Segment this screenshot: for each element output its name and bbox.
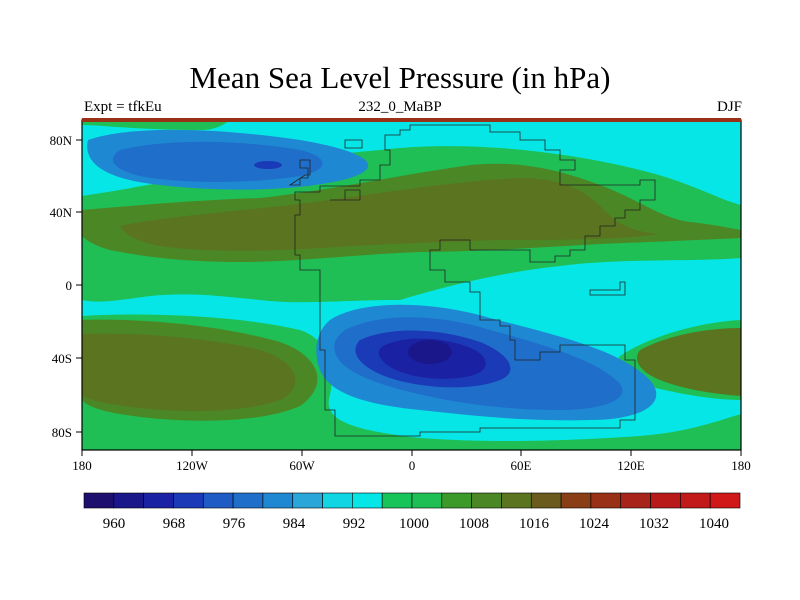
colorbar-label: 992 bbox=[343, 516, 366, 532]
colorbar-label: 984 bbox=[283, 516, 306, 532]
colorbar-swatch bbox=[590, 492, 622, 509]
colorbar-label: 1040 bbox=[699, 516, 729, 532]
experiment-label: Expt = tfkEu bbox=[84, 99, 162, 115]
colorbar-swatch bbox=[650, 492, 681, 509]
colorbar-swatch bbox=[113, 492, 144, 509]
x-tick-labels: 180 120W 60W 0 60E 120E 180 bbox=[72, 458, 751, 473]
colorbar-label: 960 bbox=[103, 516, 126, 532]
y-tick-label: 80S bbox=[52, 425, 72, 440]
colorbar-swatch bbox=[173, 492, 204, 509]
colorbar-label: 1024 bbox=[579, 516, 610, 532]
colorbar-swatch bbox=[143, 492, 174, 509]
season-label: DJF bbox=[716, 99, 742, 115]
colorbar-label: 968 bbox=[163, 516, 186, 532]
colorbar-swatch bbox=[411, 492, 443, 509]
x-tick-label: 60W bbox=[289, 458, 315, 473]
x-tick-label: 180 bbox=[72, 458, 92, 473]
colorbar-swatch bbox=[202, 492, 234, 509]
colorbar-swatch bbox=[262, 492, 294, 509]
y-tick-label: 0 bbox=[66, 278, 73, 293]
colorbar-label: 1000 bbox=[399, 516, 429, 532]
continent-outlines bbox=[288, 124, 656, 437]
colorbar bbox=[83, 492, 741, 509]
x-tick-label: 0 bbox=[409, 458, 416, 473]
colorbar-swatch bbox=[322, 492, 353, 509]
y-tick-label: 40S bbox=[52, 351, 72, 366]
colorbar-label: 1032 bbox=[639, 516, 669, 532]
colorbar-swatch bbox=[441, 492, 472, 509]
axis-ticks bbox=[76, 139, 742, 456]
x-tick-label: 180 bbox=[731, 458, 751, 473]
x-tick-label: 120E bbox=[617, 458, 645, 473]
colorbar-swatch bbox=[501, 492, 532, 509]
top-border-band bbox=[82, 118, 741, 122]
colorbar-swatch bbox=[709, 492, 741, 509]
colorbar-swatch bbox=[680, 492, 711, 509]
colorbar-swatch bbox=[620, 492, 651, 509]
colorbar-swatch bbox=[352, 492, 383, 509]
colorbar-swatch bbox=[292, 492, 323, 509]
colorbar-label: 1016 bbox=[519, 516, 550, 532]
y-tick-label: 40N bbox=[50, 205, 73, 220]
pressure-field bbox=[82, 120, 741, 450]
colorbar-swatch bbox=[232, 492, 264, 509]
x-tick-label: 60E bbox=[511, 458, 532, 473]
colorbar-swatch bbox=[530, 492, 562, 509]
colorbar-swatch bbox=[471, 492, 502, 509]
colorbar-labels: 960 968 976 984 992 1000 1008 1016 1024 … bbox=[103, 516, 729, 532]
time-label: 232_0_MaBP bbox=[358, 99, 442, 115]
colorbar-swatch bbox=[381, 492, 413, 509]
colorbar-swatch bbox=[560, 492, 592, 509]
colorbar-swatch bbox=[83, 492, 115, 509]
map-title: Mean Sea Level Pressure (in hPa) bbox=[189, 60, 611, 95]
colorbar-label: 976 bbox=[223, 516, 246, 532]
y-tick-label: 80N bbox=[50, 133, 73, 148]
x-tick-label: 120W bbox=[176, 458, 209, 473]
y-tick-labels: 80N 40N 0 40S 80S bbox=[50, 133, 73, 440]
colorbar-label: 1008 bbox=[459, 516, 489, 532]
